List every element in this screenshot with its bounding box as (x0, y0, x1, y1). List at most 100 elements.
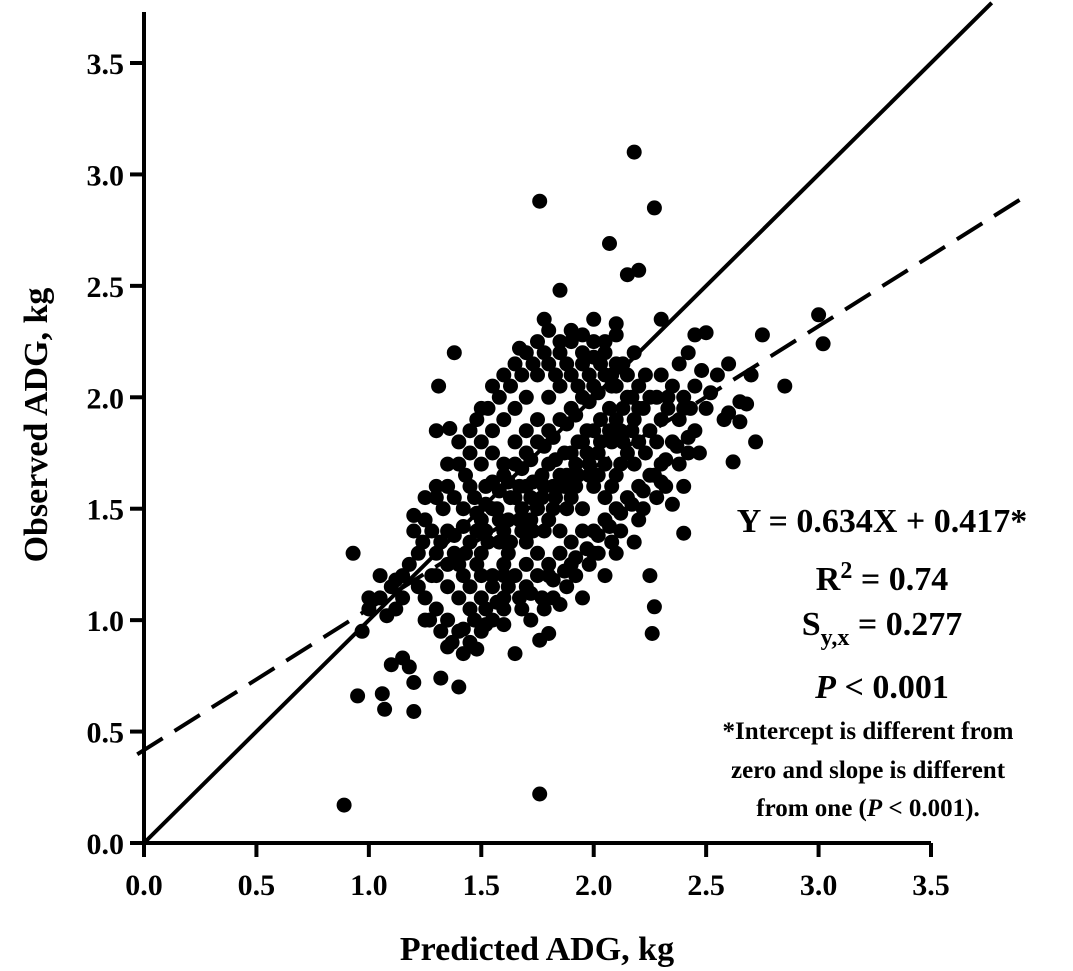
data-point-54 (586, 311, 602, 327)
data-point-11 (354, 623, 370, 639)
data-point-240 (523, 512, 539, 528)
data-point-7 (451, 679, 467, 695)
data-point-95 (530, 545, 545, 561)
data-point-295 (624, 389, 640, 405)
data-point-189 (658, 478, 674, 494)
data-point-287 (534, 490, 550, 506)
data-point-148 (586, 334, 602, 350)
data-point-373 (575, 327, 590, 343)
data-point-22 (446, 345, 462, 361)
footnote-3-pre: from one ( (756, 795, 867, 822)
data-point-106 (496, 456, 512, 472)
data-point-162 (428, 490, 444, 506)
data-point-160 (451, 456, 467, 472)
data-point-60 (709, 367, 725, 383)
data-point-97 (552, 523, 568, 539)
data-point-251 (496, 467, 512, 483)
data-point-311 (491, 389, 507, 405)
footnote-line-2: zero and slope is different (731, 757, 1006, 784)
x-tick-label-1: 0.5 (238, 869, 276, 902)
data-point-50 (631, 262, 647, 278)
data-point-47 (646, 200, 662, 216)
data-point-38 (642, 568, 658, 584)
x-tick-label-0: 0.0 (125, 869, 163, 902)
data-point-144 (631, 378, 647, 394)
data-point-226 (568, 456, 584, 472)
data-point-328 (682, 400, 698, 416)
data-point-256 (552, 412, 568, 428)
data-point-332 (444, 634, 460, 650)
x-tick-label-3: 1.5 (463, 869, 501, 902)
data-point-187 (635, 501, 651, 517)
data-point-75 (716, 412, 732, 428)
data-point-21 (431, 378, 447, 394)
footnote-line-1: *Intercept is different from (723, 718, 1014, 745)
y-tick-label-5: 2.5 (87, 271, 125, 304)
data-point-30 (507, 646, 523, 662)
data-point-169 (428, 601, 444, 617)
data-point-312 (503, 378, 518, 394)
data-point-314 (525, 356, 541, 372)
data-point-276 (602, 400, 617, 416)
data-point-263 (631, 400, 647, 416)
data-point-344 (579, 541, 595, 557)
data-point-257 (563, 400, 579, 416)
data-point-128 (518, 556, 534, 572)
data-point-18 (406, 507, 422, 523)
data-point-62 (732, 414, 748, 430)
data-point-279 (637, 445, 653, 461)
data-point-281 (469, 523, 485, 539)
data-point-349 (635, 483, 651, 499)
data-point-362 (451, 434, 467, 450)
data-point-361 (440, 456, 456, 472)
data-point-293 (602, 423, 617, 439)
r2-value: = 0.74 (852, 561, 948, 598)
data-point-121 (440, 579, 456, 595)
data-point-165 (401, 556, 417, 572)
x-tick-label-5: 2.5 (687, 869, 725, 902)
data-point-159 (462, 445, 478, 461)
data-point-248 (613, 456, 629, 472)
r2-base: R (816, 561, 841, 598)
data-point-363 (462, 423, 478, 439)
data-point-345 (590, 528, 606, 543)
data-point-122 (451, 590, 467, 606)
data-point-171 (451, 623, 467, 639)
data-point-285 (512, 478, 527, 494)
data-point-222 (523, 490, 539, 506)
data-point-196 (671, 356, 687, 372)
data-point-280 (458, 545, 473, 561)
r2-superscript: 2 (840, 558, 852, 584)
data-point-172 (462, 634, 478, 650)
data-point-71 (691, 445, 707, 461)
data-point-74 (739, 396, 755, 412)
data-point-69 (721, 356, 737, 372)
data-point-161 (440, 478, 456, 494)
data-point-177 (523, 612, 539, 628)
data-point-201 (676, 389, 692, 405)
data-point-333 (455, 646, 471, 662)
data-point-358 (406, 523, 422, 539)
r-squared-label: R2 = 0.74 (816, 558, 948, 598)
data-point-267 (503, 490, 518, 506)
data-point-366 (496, 367, 512, 383)
data-point-65 (754, 327, 770, 343)
data-point-9 (361, 590, 377, 606)
data-point-178 (536, 601, 552, 617)
data-point-350 (646, 467, 662, 483)
data-point-4 (406, 704, 422, 719)
data-point-348 (624, 496, 640, 512)
syx-value: = 0.277 (849, 606, 962, 643)
data-point-321 (604, 367, 620, 383)
data-point-308 (458, 467, 473, 483)
data-point-40 (644, 626, 660, 641)
x-axis-title: Predicted ADG, kg (400, 931, 674, 968)
data-point-337 (500, 579, 516, 595)
data-point-3 (377, 701, 393, 717)
data-point-246 (590, 467, 606, 483)
annotation-block: Y = 0.634X + 0.417* R2 = 0.74 Sy,x = 0.2… (723, 503, 1028, 822)
y-tick-label-1: 0.5 (87, 717, 125, 750)
data-point-315 (536, 345, 552, 361)
data-point-372 (563, 322, 579, 338)
